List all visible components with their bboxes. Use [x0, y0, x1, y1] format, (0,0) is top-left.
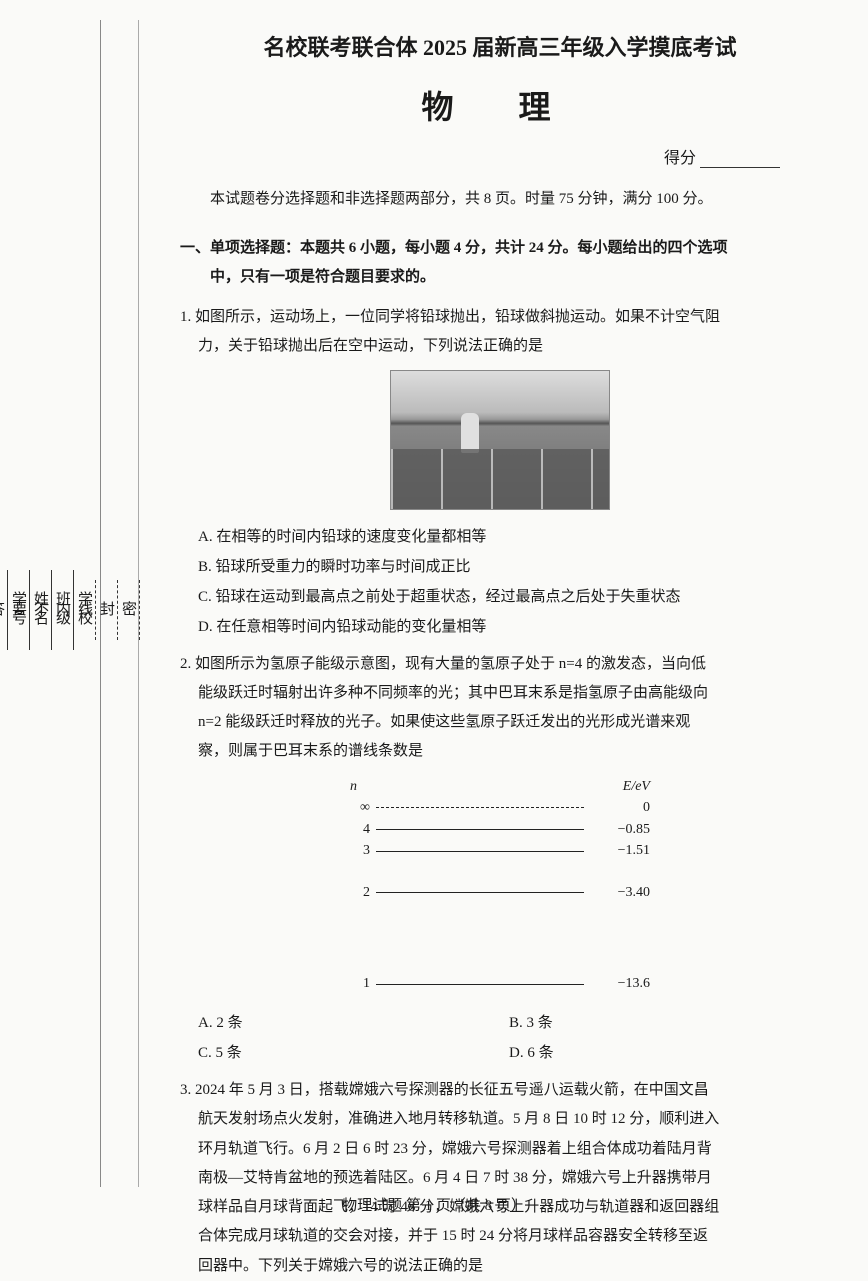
- q2-option-b: B. 3 条: [509, 1008, 820, 1038]
- q2-option-a: A. 2 条: [198, 1008, 509, 1038]
- score-line: 得分: [180, 144, 820, 168]
- instructions: 本试题卷分选择题和非选择题两部分，共 8 页。时量 75 分钟，满分 100 分…: [180, 184, 820, 214]
- score-label: 得分: [664, 150, 696, 167]
- sidebar-inner-col: 密 封 线 内 不 要 答 题: [95, 40, 140, 1180]
- q2-option-c: C. 5 条: [198, 1038, 509, 1068]
- q2-option-d: D. 6 条: [509, 1038, 820, 1068]
- section-1-header: 一、单项选择题：本题共 6 小题，每小题 4 分，共计 24 分。每小题给出的四…: [180, 234, 820, 291]
- question-3: 3. 2024 年 5 月 3 日，搭载嫦娥六号探测器的长征五号遥八运载火箭，在…: [180, 1076, 820, 1281]
- score-blank: [700, 167, 780, 168]
- binding-margin: 学校 班级 姓名 学号 密 封 线 内 不 要 答 题: [50, 40, 140, 1180]
- subject-name: 物 理: [180, 82, 820, 128]
- q1-option-b: B. 铅球所受重力的瞬时功率与时间成正比: [198, 552, 820, 582]
- q1-figure-photo: [390, 370, 610, 510]
- q1-options: A. 在相等的时间内铅球的速度变化量都相等 B. 铅球所受重力的瞬时功率与时间成…: [180, 522, 820, 642]
- q2-energy-diagram: n E/eV ∞0 4−0.85 3−1.51 2−3.40 1−13.6: [350, 777, 650, 995]
- q2-options: A. 2 条 B. 3 条 C. 5 条 D. 6 条: [180, 1008, 820, 1068]
- page-footer: 物理试题 第 1 页（共 8 页）: [0, 1194, 868, 1215]
- question-2: 2. 如图所示为氢原子能级示意图，现有大量的氢原子处于 n=4 的激发态，当向低…: [180, 650, 820, 1069]
- q1-option-d: D. 在任意相等时间内铅球动能的变化量相等: [198, 612, 820, 642]
- q1-option-c: C. 铅球在运动到最高点之前处于超重状态，经过最高点之后处于失重状态: [198, 582, 820, 612]
- page-content: 名校联考联合体 2025 届新高三年级入学摸底考试 物 理 得分 本试题卷分选择…: [140, 0, 860, 1227]
- question-1: 1. 如图所示，运动场上，一位同学将铅球抛出，铅球做斜抛运动。如果不计空气阻 力…: [180, 303, 820, 642]
- q1-option-a: A. 在相等的时间内铅球的速度变化量都相等: [198, 522, 820, 552]
- exam-title: 名校联考联合体 2025 届新高三年级入学摸底考试: [180, 30, 820, 62]
